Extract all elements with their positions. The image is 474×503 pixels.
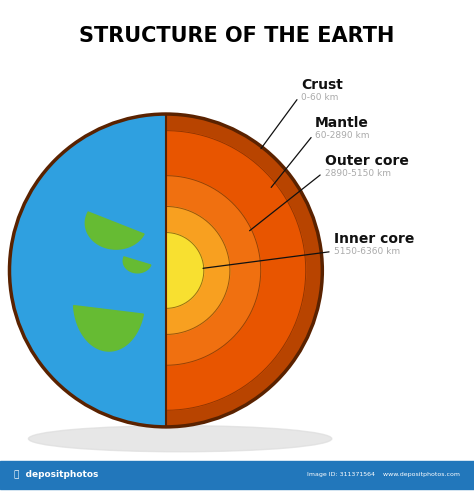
Text: Inner core: Inner core — [334, 232, 415, 246]
Text: Image ID: 311371564    www.depositphotos.com: Image ID: 311371564 www.depositphotos.co… — [307, 472, 460, 477]
Wedge shape — [166, 232, 204, 308]
Polygon shape — [123, 257, 151, 273]
Text: Outer core: Outer core — [325, 153, 409, 167]
Text: Crust: Crust — [301, 78, 343, 92]
Text: Ⓐ  depositphotos: Ⓐ depositphotos — [14, 470, 99, 479]
Ellipse shape — [28, 426, 332, 452]
Text: STRUCTURE OF THE EARTH: STRUCTURE OF THE EARTH — [79, 26, 395, 46]
Bar — [0, 461, 474, 488]
Wedge shape — [166, 206, 230, 334]
Polygon shape — [85, 212, 144, 249]
Wedge shape — [166, 114, 322, 427]
Text: 5150-6360 km: 5150-6360 km — [334, 247, 401, 256]
Text: Mantle: Mantle — [315, 116, 369, 130]
Wedge shape — [166, 176, 261, 365]
Polygon shape — [73, 306, 143, 351]
Text: 60-2890 km: 60-2890 km — [315, 131, 370, 140]
Text: 2890-5150 km: 2890-5150 km — [325, 169, 391, 178]
Text: 0-60 km: 0-60 km — [301, 93, 338, 102]
Wedge shape — [166, 131, 306, 410]
Wedge shape — [9, 114, 166, 427]
Circle shape — [9, 114, 322, 427]
